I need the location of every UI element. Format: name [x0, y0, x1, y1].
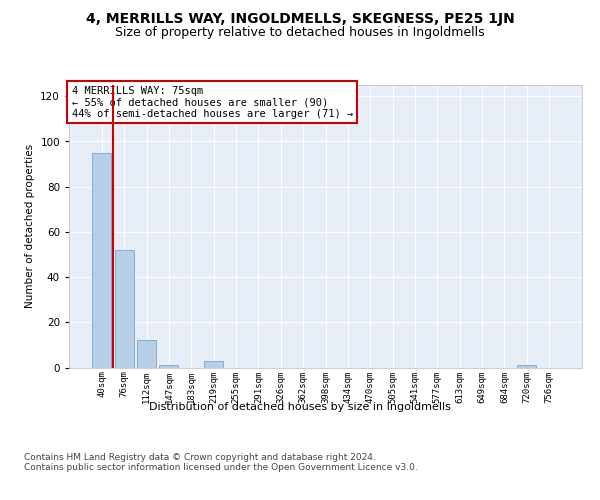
Bar — [204, 360, 223, 368]
Bar — [517, 365, 536, 368]
Text: Contains HM Land Registry data © Crown copyright and database right 2024.
Contai: Contains HM Land Registry data © Crown c… — [24, 452, 418, 472]
Bar — [92, 153, 112, 368]
Text: Distribution of detached houses by size in Ingoldmells: Distribution of detached houses by size … — [149, 402, 451, 412]
Y-axis label: Number of detached properties: Number of detached properties — [25, 144, 35, 308]
Bar — [115, 250, 134, 368]
Bar — [137, 340, 156, 367]
Text: Size of property relative to detached houses in Ingoldmells: Size of property relative to detached ho… — [115, 26, 485, 39]
Text: 4 MERRILLS WAY: 75sqm
← 55% of detached houses are smaller (90)
44% of semi-deta: 4 MERRILLS WAY: 75sqm ← 55% of detached … — [71, 86, 353, 119]
Text: 4, MERRILLS WAY, INGOLDMELLS, SKEGNESS, PE25 1JN: 4, MERRILLS WAY, INGOLDMELLS, SKEGNESS, … — [86, 12, 514, 26]
Bar — [160, 365, 178, 368]
